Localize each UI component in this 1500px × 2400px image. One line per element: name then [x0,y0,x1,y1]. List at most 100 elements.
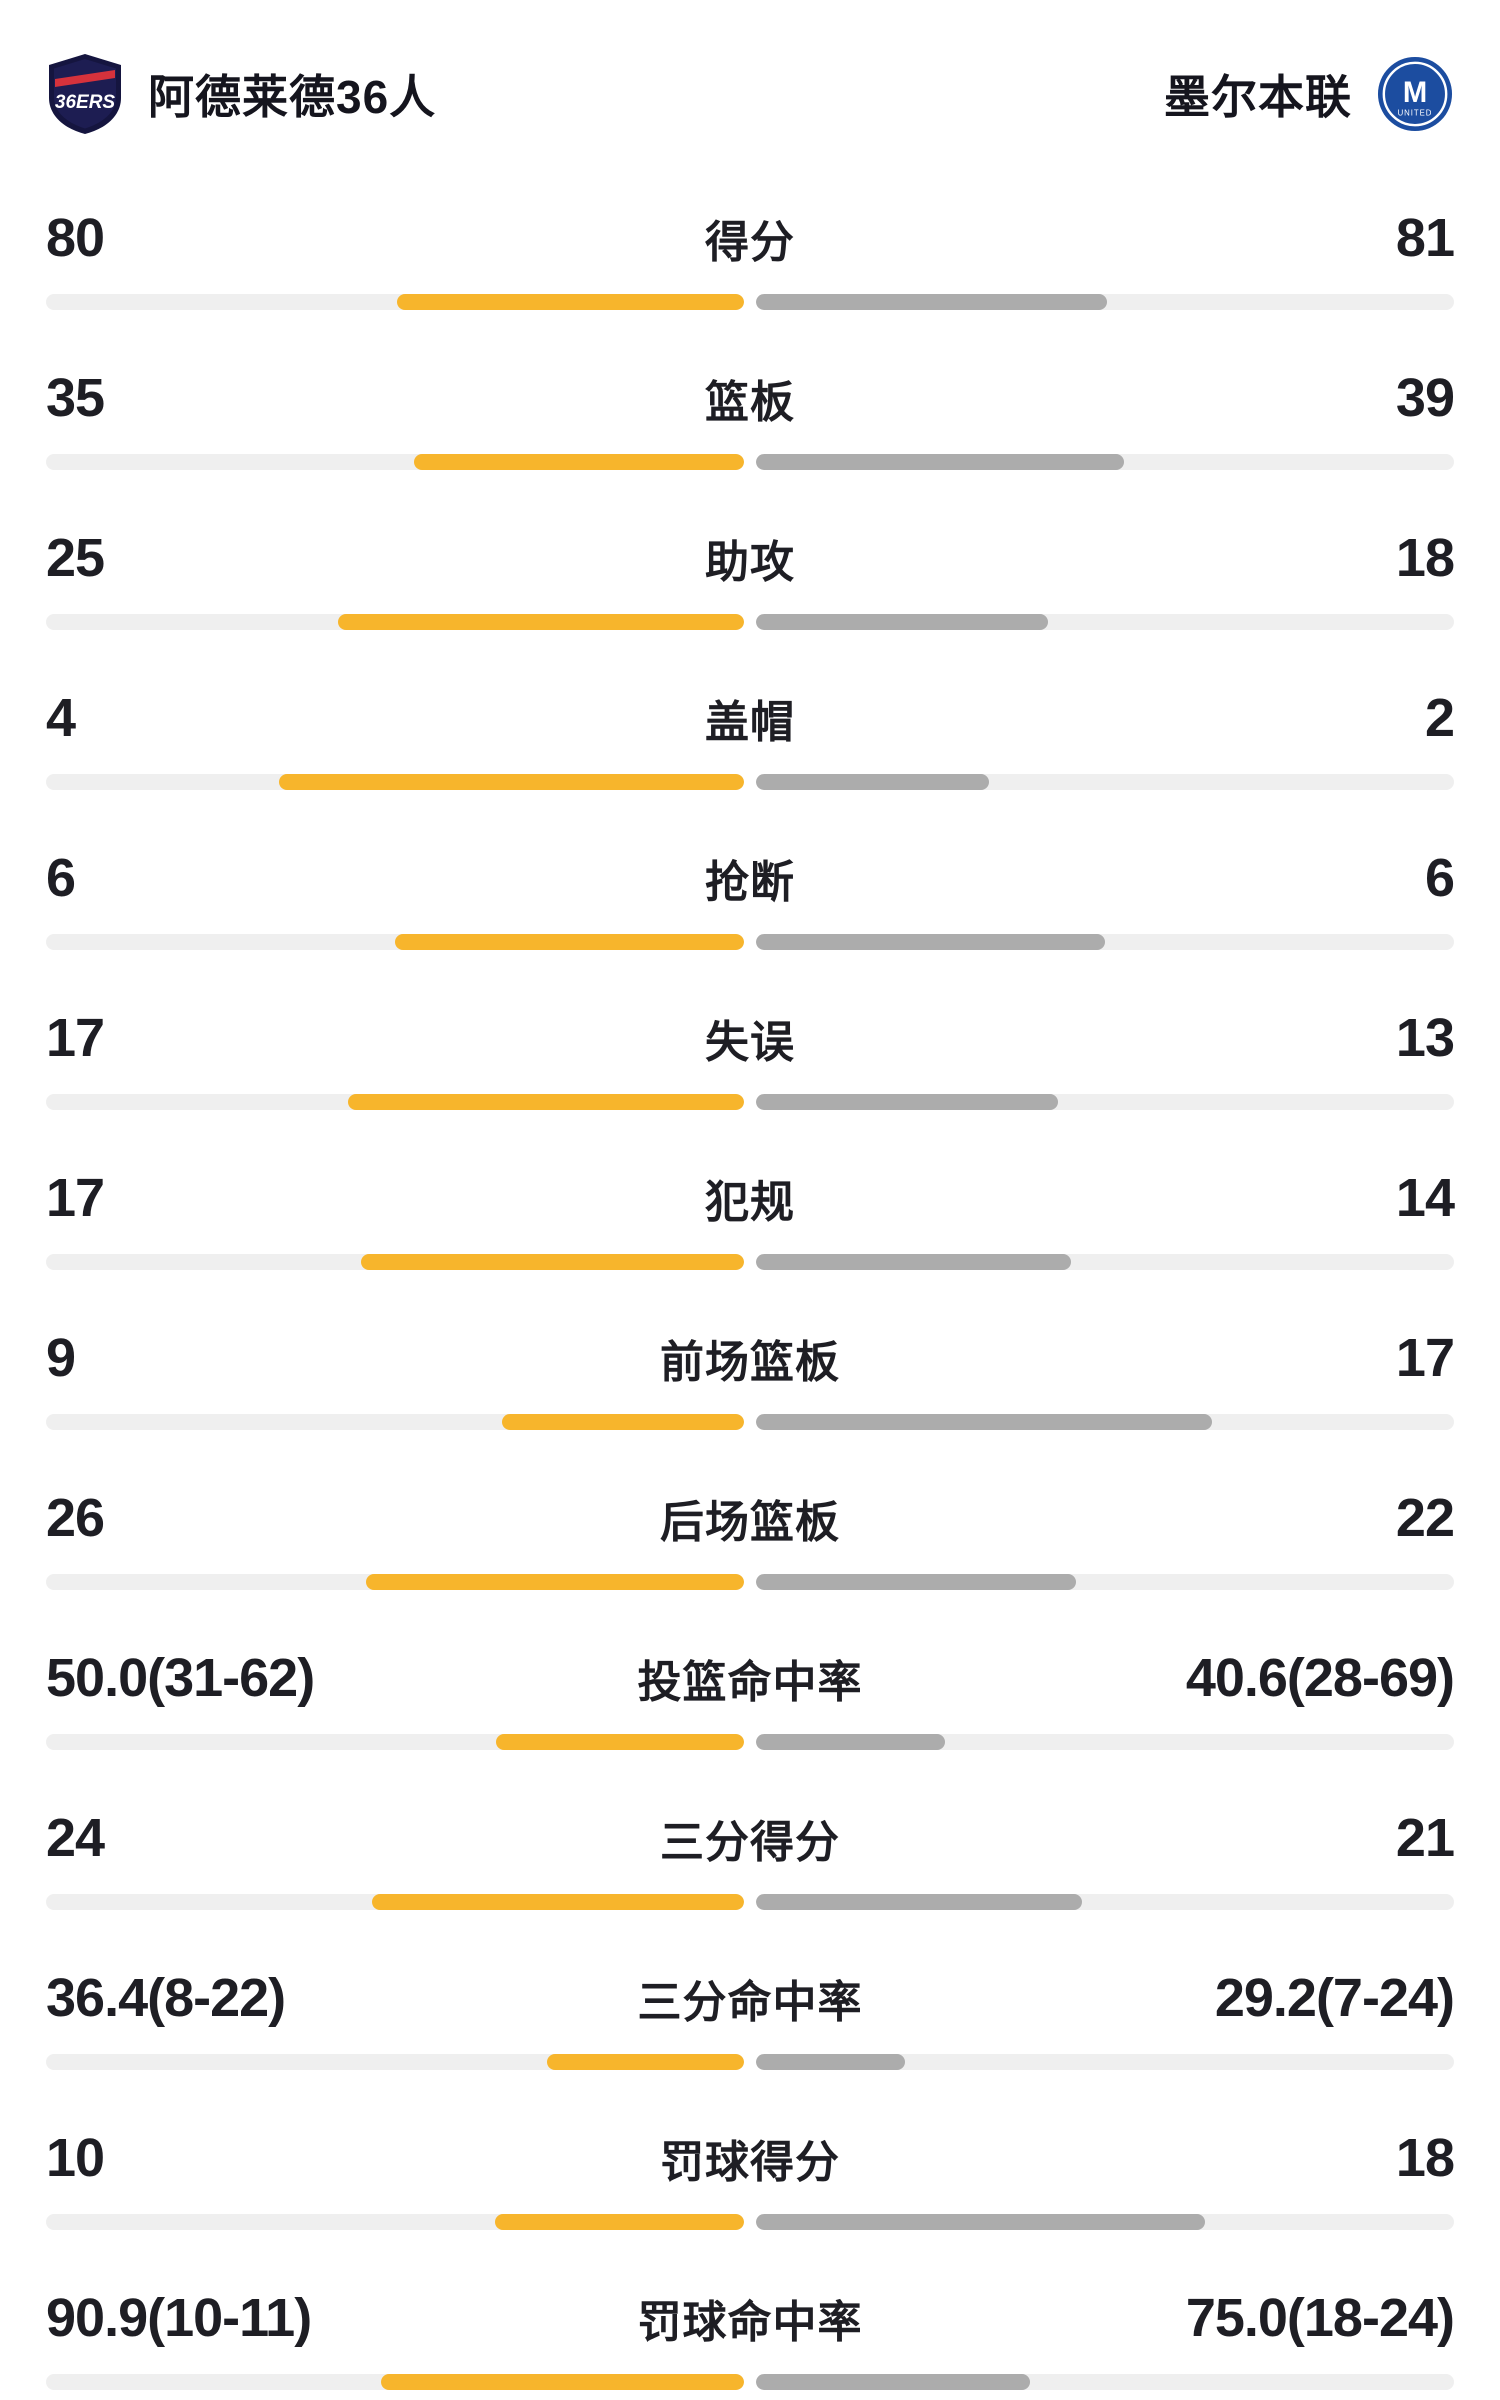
stat-label: 三分得分 [660,1818,840,1867]
svg-text:M: M [1403,77,1427,109]
away-bar-track [756,774,1454,790]
stat-row-three-point-pct: 36.4(8-22) 三分命中率 29.2(7-24) [46,1910,1455,2070]
stat-label: 前场篮板 [660,1338,840,1387]
home-team-header[interactable]: 36ERS 阿德莱德36人 [46,52,436,136]
away-stat-value: 21 [1395,1808,1455,1868]
home-bar [395,934,744,950]
away-bar-track [756,1094,1454,1110]
away-bar-track [756,934,1454,950]
home-bar [381,2374,744,2390]
away-team-logo-icon: M UNITED [1376,52,1454,136]
stat-comparison-bar [46,454,1454,470]
home-stat-value: 10 [46,2128,105,2188]
home-bar-track [46,294,744,310]
stat-label: 罚球命中率 [637,2298,863,2347]
home-stat-value: 50.0(31-62) [46,1648,315,1708]
home-stat-value: 24 [46,1808,105,1868]
home-bar [361,1254,744,1270]
stat-row-steals: 6 抢断 6 [46,790,1455,950]
home-bar [547,2054,744,2070]
stat-comparison-bar [46,1734,1454,1750]
stat-label: 后场篮板 [660,1498,840,1547]
away-bar [756,294,1108,310]
away-bar-track [756,614,1454,630]
stat-label: 抢断 [705,858,795,907]
away-team-name: 墨尔本联 [1164,71,1352,123]
home-bar [502,1414,744,1430]
stat-row-offensive-rebounds: 9 前场篮板 17 [46,1270,1455,1430]
away-bar [756,2054,906,2070]
away-stat-value: 22 [1395,1488,1455,1548]
stat-comparison-bar [46,2374,1454,2390]
home-bar-track [46,454,744,470]
away-bar-track [756,2374,1454,2390]
stat-row-defensive-rebounds: 26 后场篮板 22 [46,1430,1455,1590]
away-bar-track [756,2054,1454,2070]
stat-comparison-bar [46,1094,1454,1110]
stat-row-fouls: 17 犯规 14 [46,1110,1455,1270]
home-stat-value: 26 [46,1488,105,1548]
away-bar-track [756,454,1454,470]
away-bar [756,1094,1059,1110]
away-bar-track [756,1894,1454,1910]
stat-row-three-point-points: 24 三分得分 21 [46,1750,1455,1910]
stat-comparison-bar [46,2214,1454,2230]
stat-row-rebounds: 35 篮板 39 [46,310,1455,470]
home-bar [338,614,744,630]
home-bar-track [46,1894,744,1910]
home-bar-track [46,1574,744,1590]
stat-comparison-bar [46,294,1454,310]
home-bar-track [46,1094,744,1110]
away-bar-track [756,294,1454,310]
home-bar-track [46,2374,744,2390]
stat-row-field-goal-pct: 50.0(31-62) 投篮命中率 40.6(28-69) [46,1590,1455,1750]
stat-comparison-bar [46,2054,1454,2070]
stat-label: 助攻 [705,538,795,587]
stat-label: 罚球得分 [660,2138,840,2187]
away-team-header[interactable]: 墨尔本联 M UNITED [1164,52,1454,136]
away-bar [756,774,989,790]
home-bar [494,2214,744,2230]
stat-label: 得分 [705,218,795,267]
home-bar [371,1894,744,1910]
away-bar-track [756,1254,1454,1270]
home-bar [397,294,744,310]
home-bar [278,774,744,790]
away-bar [756,1254,1072,1270]
stat-comparison-bar [46,1254,1454,1270]
away-stat-value: 6 [1424,848,1455,908]
stat-row-free-throw-pct: 90.9(10-11) 罚球命中率 75.0(18-24) [46,2230,1455,2390]
home-stat-value: 90.9(10-11) [46,2288,312,2348]
away-stat-value: 81 [1395,208,1455,268]
stat-label: 三分命中率 [637,1978,863,2027]
home-stat-value: 17 [46,1008,105,1068]
away-stat-value: 17 [1395,1328,1455,1388]
svg-text:UNITED: UNITED [1398,108,1433,117]
stat-comparison-bar [46,614,1454,630]
stat-row-points: 80 得分 81 [46,150,1455,310]
away-bar [756,1894,1082,1910]
home-bar-track [46,1254,744,1270]
home-stat-value: 4 [46,688,76,748]
away-bar [756,1734,945,1750]
home-stat-value: 35 [46,368,105,428]
away-bar [756,934,1105,950]
away-stat-value: 14 [1395,1168,1455,1228]
header: 36ERS 阿德莱德36人 墨尔本联 M UNITED [46,38,1454,150]
home-bar-track [46,2214,744,2230]
svg-text:36ERS: 36ERS [55,92,116,113]
stat-row-assists: 25 助攻 18 [46,470,1455,630]
away-bar [756,2374,1031,2390]
stat-comparison-bar [46,934,1454,950]
stat-comparison-bar [46,1574,1454,1590]
away-bar [756,614,1049,630]
away-stat-value: 18 [1395,2128,1455,2188]
away-stat-value: 39 [1395,368,1455,428]
away-bar [756,454,1124,470]
home-bar-track [46,1734,744,1750]
home-bar-track [46,934,744,950]
home-bar [495,1734,744,1750]
away-bar [756,2214,1205,2230]
home-team-name: 阿德莱德36人 [148,71,437,123]
